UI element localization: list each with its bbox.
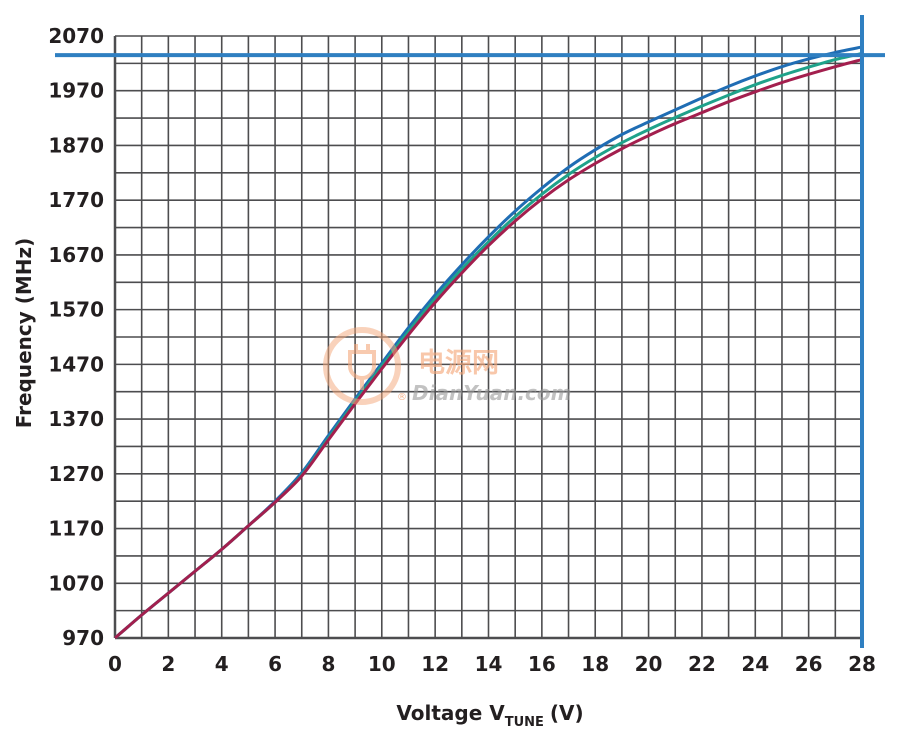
y-tick-label: 1970 bbox=[48, 79, 104, 103]
x-tick-label: 4 bbox=[215, 652, 229, 676]
x-tick-label: 10 bbox=[368, 652, 396, 676]
x-tick-label: 22 bbox=[688, 652, 716, 676]
y-tick-labels: 970 1070 1170 1270 1370 1470 1570 1670 1770 1870 1… bbox=[48, 24, 104, 650]
plug-icon bbox=[348, 344, 376, 390]
y-tick-label: 1770 bbox=[48, 188, 104, 212]
y-axis-title: Frequency (MHz) bbox=[12, 238, 36, 429]
x-tick-label: 18 bbox=[581, 652, 609, 676]
x-tick-label: 28 bbox=[848, 652, 876, 676]
x-tick-label: 0 bbox=[108, 652, 122, 676]
y-tick-label: 1570 bbox=[48, 298, 104, 322]
series-line-3 bbox=[114, 58, 863, 640]
y-tick-label: 1070 bbox=[48, 571, 104, 595]
x-tick-label: 2 bbox=[161, 652, 175, 676]
watermark: 电源网 DianYuan.com ® bbox=[323, 327, 571, 405]
watermark-en-text: DianYuan.com bbox=[412, 381, 571, 405]
reference-lines bbox=[55, 15, 885, 648]
x-tick-label: 24 bbox=[741, 652, 769, 676]
y-tick-label: 970 bbox=[62, 626, 104, 650]
x-axis-title-subscript: TUNE bbox=[505, 715, 544, 730]
y-tick-label: 1370 bbox=[48, 407, 104, 431]
y-tick-label: 1170 bbox=[48, 517, 104, 541]
series-lines bbox=[114, 45, 863, 640]
y-tick-label: 1870 bbox=[48, 133, 104, 157]
x-tick-label: 26 bbox=[795, 652, 823, 676]
y-tick-label: 1270 bbox=[48, 462, 104, 486]
x-axis-title: Voltage VTUNE (V) bbox=[396, 701, 583, 730]
x-axis-title-main: Voltage V bbox=[396, 701, 505, 725]
x-tick-label: 8 bbox=[321, 652, 335, 676]
x-axis-title-unit: (V) bbox=[550, 701, 584, 725]
x-tick-label: 12 bbox=[421, 652, 449, 676]
watermark-cn-text: 电源网 bbox=[418, 348, 499, 379]
x-tick-label: 6 bbox=[268, 652, 282, 676]
x-tick-label: 14 bbox=[475, 652, 503, 676]
watermark-logo-icon bbox=[323, 327, 401, 405]
x-tick-labels: 0 2 4 6 8 10 12 14 16 18 20 22 24 26 28 bbox=[108, 652, 876, 676]
watermark-reg-mark: ® bbox=[397, 392, 407, 403]
y-tick-label: 1670 bbox=[48, 243, 104, 267]
x-tick-label: 20 bbox=[635, 652, 663, 676]
y-tick-label: 2070 bbox=[48, 24, 104, 48]
y-tick-label: 1470 bbox=[48, 352, 104, 376]
x-tick-label: 16 bbox=[528, 652, 556, 676]
grid bbox=[113, 35, 863, 640]
